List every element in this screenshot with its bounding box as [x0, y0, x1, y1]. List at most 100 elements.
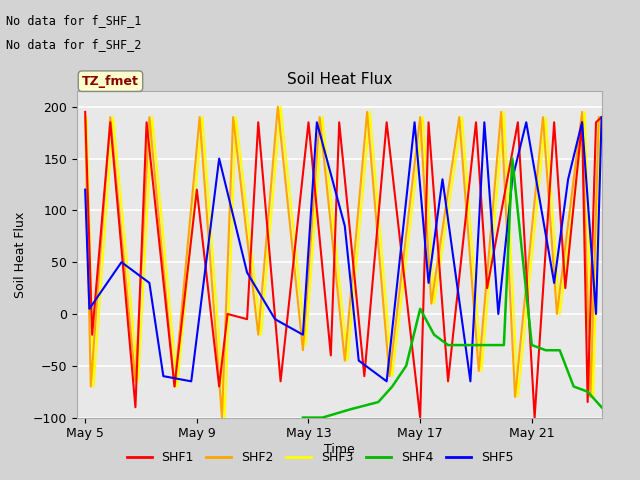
SHF1 — [584, 399, 591, 405]
SHF2 — [274, 104, 282, 109]
SHF5 — [495, 311, 502, 317]
SHF3 — [90, 384, 97, 389]
SHF1 — [472, 120, 480, 125]
SHF2 — [145, 114, 153, 120]
SHF2 — [428, 301, 435, 307]
SHF3 — [173, 384, 181, 389]
SHF1 — [132, 404, 140, 410]
SHF5 — [86, 306, 93, 312]
SHF2 — [341, 358, 349, 363]
SHF1 — [193, 187, 201, 192]
SHF2 — [416, 114, 424, 120]
SHF2 — [511, 394, 519, 400]
SHF1 — [171, 384, 179, 389]
SHF2 — [386, 373, 394, 379]
SHF1 — [425, 120, 433, 125]
SHF3 — [500, 109, 508, 115]
SHF3 — [344, 358, 351, 363]
SHF2 — [132, 378, 140, 384]
SHF3 — [148, 114, 156, 120]
SHF1 — [578, 120, 586, 125]
SHF2 — [364, 109, 371, 115]
SHF1 — [514, 120, 522, 125]
SHF4 — [528, 342, 536, 348]
SHF2 — [595, 114, 603, 120]
SHF1 — [531, 415, 538, 420]
SHF2 — [578, 109, 586, 115]
SHF4 — [458, 342, 466, 348]
SHF5 — [550, 280, 558, 286]
SHF2 — [316, 114, 323, 120]
SHF5 — [383, 378, 390, 384]
Y-axis label: Soil Heat Flux: Soil Heat Flux — [14, 211, 27, 298]
SHF2 — [456, 114, 463, 120]
Line: SHF1: SHF1 — [85, 112, 602, 418]
SHF3 — [109, 114, 117, 120]
SHF2 — [299, 348, 307, 353]
Line: SHF2: SHF2 — [85, 107, 599, 418]
SHF3 — [388, 373, 396, 379]
Text: No data for f_SHF_2: No data for f_SHF_2 — [6, 38, 142, 51]
SHF4 — [430, 332, 438, 337]
SHF5 — [411, 120, 419, 125]
SHF1 — [416, 415, 424, 420]
SHF4 — [570, 384, 577, 389]
Line: SHF5: SHF5 — [85, 117, 602, 381]
SHF3 — [430, 301, 438, 307]
SHF1 — [143, 120, 150, 125]
SHF5 — [243, 270, 251, 276]
SHF4 — [444, 342, 452, 348]
SHF5 — [118, 259, 125, 265]
SHF5 — [215, 156, 223, 161]
SHF5 — [145, 280, 153, 286]
SHF1 — [360, 373, 368, 379]
SHF4 — [556, 348, 564, 353]
SHF3 — [458, 114, 466, 120]
SHF2 — [539, 114, 547, 120]
SHF2 — [255, 332, 262, 337]
Legend: SHF1, SHF2, SHF3, SHF4, SHF5: SHF1, SHF2, SHF3, SHF4, SHF5 — [122, 446, 518, 469]
SHF1 — [106, 120, 114, 125]
SHF5 — [299, 332, 307, 337]
SHF3 — [366, 109, 374, 115]
SHF4 — [299, 415, 307, 420]
SHF3 — [514, 394, 522, 400]
SHF1 — [88, 332, 96, 337]
SHF1 — [550, 120, 558, 125]
SHF4 — [403, 363, 410, 369]
SHF5 — [355, 358, 363, 363]
SHF2 — [106, 114, 114, 120]
SHF4 — [346, 407, 354, 412]
Line: SHF3: SHF3 — [86, 107, 600, 418]
SHF1 — [383, 120, 390, 125]
SHF5 — [438, 176, 446, 182]
SHF5 — [313, 120, 321, 125]
SHF2 — [475, 368, 483, 374]
SHF5 — [598, 114, 605, 120]
SHF5 — [592, 311, 600, 317]
SHF4 — [374, 399, 382, 405]
SHF1 — [327, 352, 335, 358]
SHF1 — [305, 120, 312, 125]
SHF3 — [581, 109, 589, 115]
SHF4 — [388, 384, 396, 389]
SHF3 — [134, 378, 142, 384]
SHF3 — [221, 415, 228, 420]
SHF3 — [596, 114, 604, 120]
SHF5 — [341, 223, 349, 229]
SHF2 — [171, 384, 179, 389]
SHF5 — [481, 120, 488, 125]
SHF3 — [319, 114, 326, 120]
SHF1 — [561, 285, 569, 291]
SHF5 — [564, 176, 572, 182]
SHF3 — [556, 311, 564, 317]
SHF5 — [188, 378, 195, 384]
SHF1 — [276, 378, 284, 384]
SHF2 — [497, 109, 505, 115]
SHF5 — [159, 373, 167, 379]
SHF5 — [271, 316, 279, 322]
SHF3 — [198, 114, 206, 120]
SHF1 — [224, 311, 232, 317]
SHF4 — [542, 348, 550, 353]
SHF1 — [81, 109, 89, 115]
